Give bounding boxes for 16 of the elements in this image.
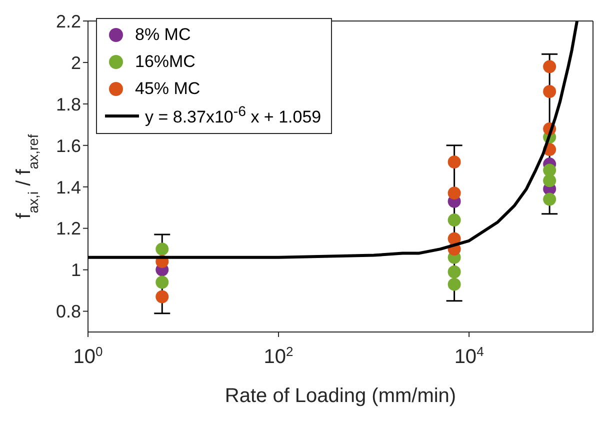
- y-tick-label: 0.8: [56, 302, 81, 322]
- y-tick-label: 1.6: [56, 136, 81, 156]
- x-tick-label: 10$^{4}$: [454, 344, 484, 368]
- legend-label: 8% MC: [135, 24, 191, 44]
- x-axis-title: Rate of Loading (mm/min): [224, 385, 456, 408]
- legend-label: 45% MC: [135, 78, 200, 98]
- legend-label: 16%MC: [135, 52, 196, 72]
- y-tick-label: 1.2: [56, 218, 81, 239]
- y-tick-label: 1.4: [56, 177, 81, 198]
- y-tick-label: 2.2: [56, 11, 81, 32]
- x-tick-label: 10$^{0}$: [73, 344, 103, 368]
- y-tick-label: 1.8: [56, 94, 81, 114]
- legend-label: y = 8.37x10$^{-6}$ x + 1.059: [145, 104, 322, 128]
- x-tick-label: 10$^{2}$: [264, 344, 294, 368]
- y-tick-label: 1: [70, 260, 81, 280]
- y-tick-label: 2: [70, 52, 81, 73]
